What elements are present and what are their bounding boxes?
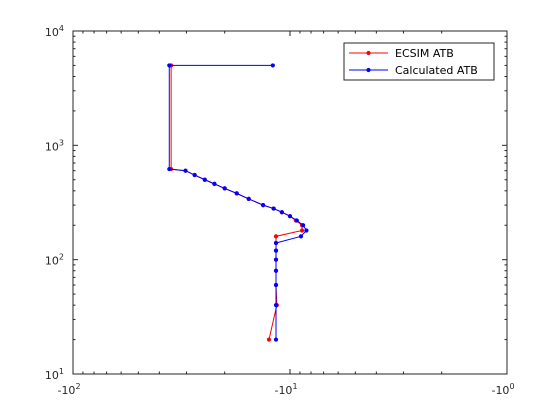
data-point-calculated [298, 234, 304, 239]
x-tick-label: -102 [57, 382, 80, 397]
data-point-calculated [273, 268, 279, 273]
data-point-calculated [246, 196, 251, 201]
data-point-calculated [273, 303, 279, 308]
y-tick-label: 104 [45, 24, 64, 39]
data-point-calculated [273, 257, 279, 262]
axis-ticks [73, 31, 508, 375]
data-point-calculated [167, 166, 172, 172]
data-point-calculated [270, 63, 275, 68]
data-point-calculated [304, 228, 309, 233]
data-point-calculated [301, 223, 306, 228]
data-point-ecsim [266, 337, 272, 342]
data-point-calculated [271, 206, 276, 211]
y-tick-label: 101 [45, 367, 64, 382]
data-point-calculated [273, 337, 279, 342]
data-point-calculated [279, 210, 284, 215]
y-tick-label: 102 [45, 253, 64, 268]
data-point-ecsim [273, 234, 279, 239]
axis-tick-labels: -102 -101 -100 101 102 103 104 [45, 24, 515, 397]
data-point-calculated [212, 181, 217, 186]
legend-marker-calculated [366, 67, 371, 73]
plot-area [72, 30, 508, 375]
data-point-calculated [294, 218, 299, 223]
x-tick-label: -100 [491, 382, 514, 397]
data-point-calculated [202, 177, 207, 182]
data-point-calculated [273, 240, 279, 246]
x-tick-label: -101 [274, 382, 297, 397]
data-point-calculated [273, 248, 279, 253]
legend-marker-ecsim [366, 50, 371, 56]
data-point-calculated [287, 214, 293, 219]
data-point-ecsim [299, 228, 305, 233]
data-point-calculated [273, 282, 279, 288]
series-lines [167, 63, 309, 342]
y-tick-label: 103 [45, 138, 64, 153]
legend-box [343, 42, 495, 81]
data-point-calculated [167, 63, 172, 68]
legend-label-ecsim: ECSIM ATB [395, 47, 454, 60]
data-point-calculated [261, 203, 266, 208]
data-point-calculated [192, 172, 197, 178]
data-point-calculated [222, 186, 227, 191]
legend: ECSIM ATB Calculated ATB [343, 42, 495, 81]
data-point-calculated [183, 168, 188, 173]
legend-label-calculated: Calculated ATB [395, 64, 478, 77]
data-point-calculated [234, 191, 239, 196]
